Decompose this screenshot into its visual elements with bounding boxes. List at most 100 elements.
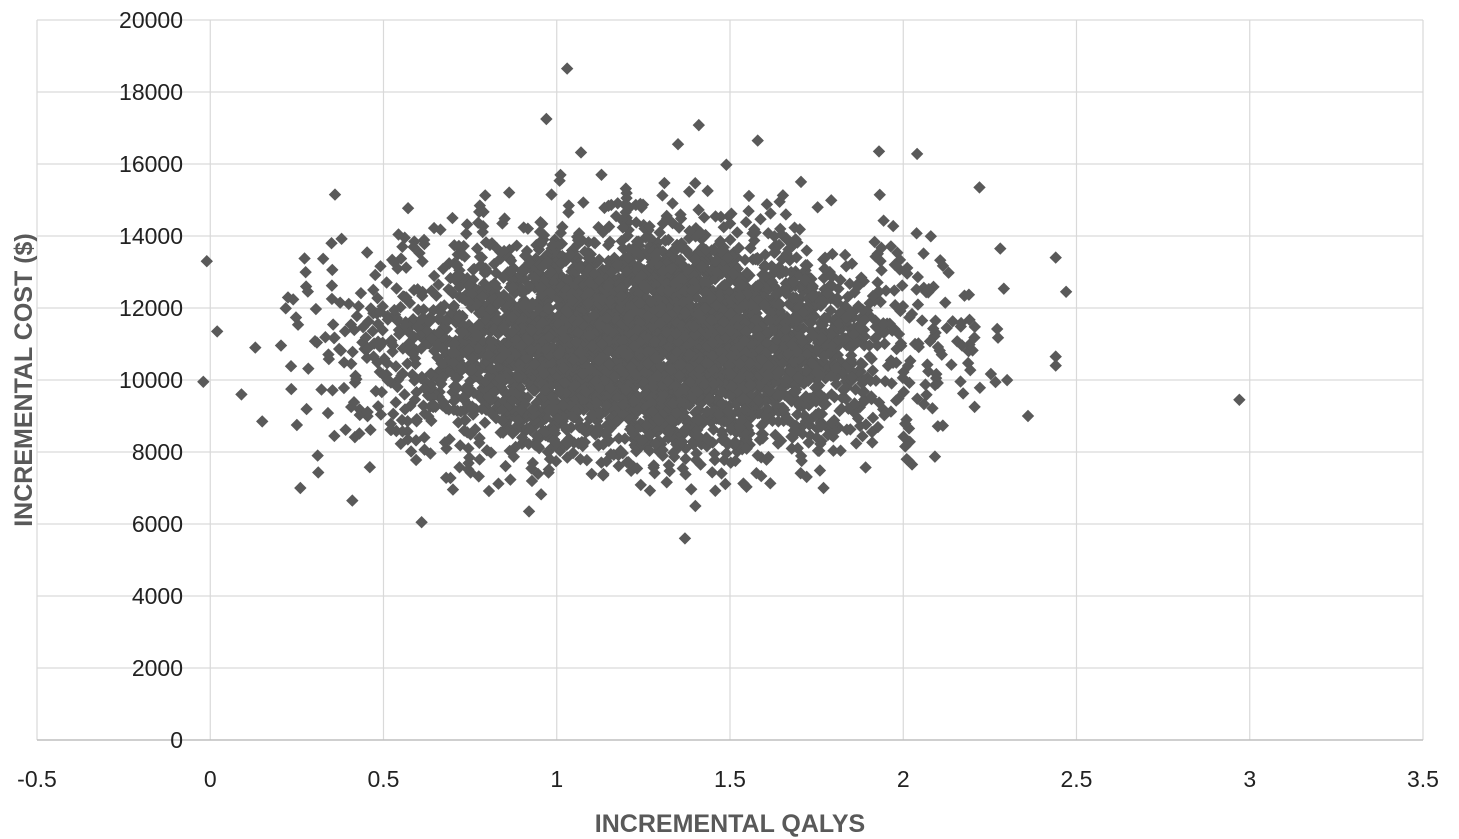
data-point [739, 216, 753, 229]
data-point [588, 267, 601, 280]
data-point [583, 252, 597, 265]
data-point [284, 360, 298, 373]
data-point [542, 463, 556, 476]
data-point [537, 228, 551, 242]
data-point [736, 409, 750, 423]
data-point [656, 397, 669, 410]
data-point [632, 273, 645, 286]
data-point [569, 335, 583, 349]
data-point [392, 228, 405, 241]
data-point [794, 449, 808, 463]
data-point [634, 197, 647, 211]
data-point [309, 302, 323, 316]
data-point [761, 368, 774, 381]
data-point [868, 235, 881, 249]
data-point [858, 330, 872, 343]
data-point [722, 275, 736, 289]
data-point [936, 259, 950, 273]
data-point [567, 353, 580, 366]
data-point [541, 301, 554, 315]
data-point [791, 371, 805, 384]
data-point [582, 297, 595, 310]
data-point [422, 410, 435, 423]
data-point [688, 328, 702, 341]
data-point [466, 352, 479, 365]
data-point [566, 294, 579, 307]
data-point [328, 331, 341, 344]
data-point [803, 429, 817, 442]
data-point [643, 368, 656, 381]
data-point [637, 279, 651, 292]
data-point [683, 375, 697, 389]
data-point [798, 409, 811, 422]
data-point [537, 367, 551, 380]
data-point [864, 374, 877, 387]
data-point [603, 295, 616, 308]
data-point [682, 247, 695, 260]
data-point [926, 402, 939, 415]
data-point [656, 189, 669, 202]
data-point [743, 357, 756, 370]
data-point [662, 285, 675, 298]
data-point [709, 484, 722, 497]
data-point [447, 394, 461, 408]
data-point [643, 220, 656, 233]
data-point [609, 399, 622, 412]
data-point [544, 286, 557, 299]
data-point [410, 415, 423, 428]
data-point [536, 362, 549, 376]
data-point [670, 303, 684, 317]
data-point [631, 323, 644, 336]
data-point [679, 468, 692, 481]
data-point [302, 362, 315, 375]
data-point [616, 334, 629, 348]
data-point [780, 249, 794, 262]
data-point [832, 282, 845, 295]
data-point [279, 302, 292, 315]
data-point [817, 391, 831, 404]
data-point [549, 454, 563, 468]
data-point [722, 413, 735, 426]
data-point [396, 240, 409, 253]
data-point [682, 185, 696, 198]
data-point [543, 452, 557, 466]
data-point [762, 227, 775, 240]
data-point [597, 438, 610, 451]
data-point [785, 338, 798, 352]
data-point [763, 315, 777, 328]
data-point [476, 220, 490, 233]
data-point [722, 342, 735, 355]
data-point [769, 245, 782, 259]
data-point [645, 279, 658, 293]
data-point [767, 262, 781, 275]
data-point [825, 194, 838, 207]
data-point [991, 331, 1005, 344]
data-point [647, 284, 660, 298]
data-point [346, 345, 359, 359]
data-point [547, 423, 561, 437]
data-point [829, 362, 843, 375]
data-point [559, 304, 573, 317]
data-point [772, 238, 786, 252]
data-point [726, 380, 739, 393]
data-point [537, 274, 550, 287]
data-point [751, 323, 764, 336]
data-point [451, 248, 464, 261]
data-point [826, 323, 839, 337]
data-point [777, 283, 790, 297]
data-point [522, 334, 535, 347]
data-point [725, 367, 738, 381]
data-point [600, 428, 613, 442]
data-point [733, 371, 747, 384]
data-point [733, 421, 747, 434]
data-point [454, 405, 467, 418]
data-point [730, 385, 744, 399]
data-point [710, 299, 723, 312]
data-point [639, 389, 653, 402]
data-point [572, 437, 585, 450]
data-point [685, 483, 698, 496]
data-point [635, 269, 648, 282]
data-point [396, 290, 410, 303]
data-point [700, 432, 714, 446]
data-point [668, 277, 681, 290]
